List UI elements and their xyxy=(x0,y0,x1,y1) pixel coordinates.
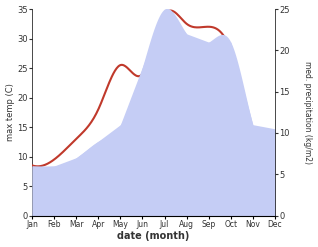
X-axis label: date (month): date (month) xyxy=(117,231,190,242)
Y-axis label: max temp (C): max temp (C) xyxy=(5,83,15,141)
Y-axis label: med. precipitation (kg/m2): med. precipitation (kg/m2) xyxy=(303,61,313,164)
